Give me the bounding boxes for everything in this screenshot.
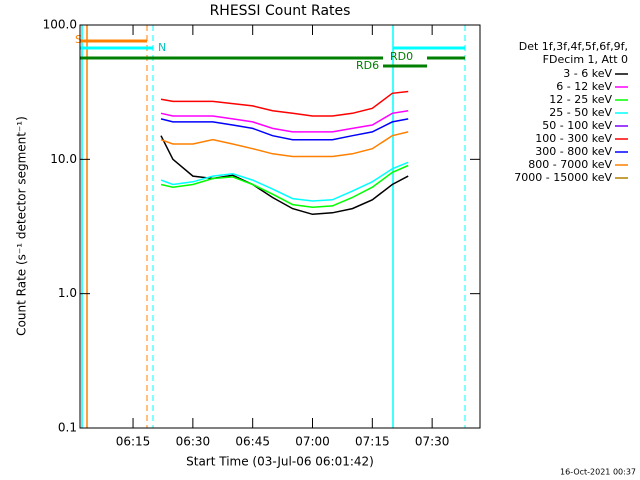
- y-axis-label: Count Rate (s⁻¹ detector segment⁻¹): [15, 116, 29, 336]
- x-tick-label: 06:30: [176, 435, 211, 449]
- series-line: [160, 118, 409, 141]
- series-line: [160, 90, 409, 117]
- timestamp: 16-Oct-2021 00:37: [560, 468, 636, 477]
- x-tick-label: 07:00: [295, 435, 330, 449]
- state-bars: [80, 25, 466, 428]
- legend-label: 7000 - 15000 keV: [514, 171, 612, 184]
- y-tick-label: 1.0: [58, 286, 77, 300]
- plot-frame: [79, 24, 481, 429]
- y-tick-label: 10.0: [50, 152, 77, 166]
- state-label: N: [158, 41, 166, 54]
- series-line: [160, 109, 409, 133]
- x-tick-label: 07:30: [415, 435, 450, 449]
- x-tick-label: 07:15: [355, 435, 390, 449]
- legend-label: 3 - 6 keV: [563, 67, 612, 80]
- x-axis-label: Start Time (03-Jul-06 06:01:42): [186, 455, 374, 469]
- x-tick-label: 06:45: [235, 435, 270, 449]
- legend-label: 12 - 25 keV: [549, 93, 612, 106]
- legend-label: 50 - 100 keV: [542, 119, 612, 132]
- legend-label: 100 - 300 keV: [535, 132, 612, 145]
- y-tick-label: 100.0: [43, 18, 77, 32]
- legend-label: 300 - 800 keV: [535, 145, 612, 158]
- legend-title: Det 1f,3f,4f,5f,6f,9f,: [519, 40, 628, 53]
- y-tick-label: 0.1: [58, 421, 77, 435]
- legend-label: 800 - 7000 keV: [528, 158, 612, 171]
- series-line: [160, 135, 409, 216]
- legend-label: 25 - 50 keV: [549, 106, 612, 119]
- series-line: [160, 161, 409, 202]
- legend-label: 6 - 12 keV: [556, 80, 612, 93]
- series-line: [160, 131, 409, 158]
- chart-title: RHESSI Count Rates: [210, 3, 351, 19]
- x-tick-label: 06:15: [116, 435, 151, 449]
- series-line: [160, 164, 409, 208]
- legend-title: FDecim 1, Att 0: [543, 53, 628, 66]
- state-label: S: [75, 33, 82, 46]
- state-label: RD0: [390, 50, 413, 63]
- state-label: RD6: [356, 59, 379, 72]
